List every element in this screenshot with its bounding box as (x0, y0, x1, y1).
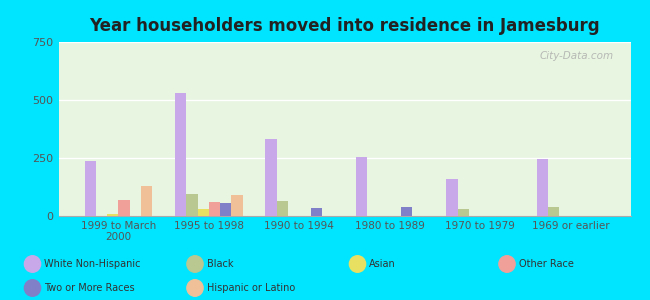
Bar (220, 203, 231, 216)
Text: Black: Black (207, 259, 233, 269)
Text: White Non-Hispanic: White Non-Hispanic (44, 259, 140, 269)
Bar (209, 202, 220, 216)
Bar (311, 208, 322, 216)
Bar (187, 194, 198, 216)
Text: City-Data.com: City-Data.com (540, 51, 614, 61)
Title: Year householders moved into residence in Jamesburg: Year householders moved into residence i… (89, 17, 600, 35)
Bar (548, 207, 559, 216)
Bar (198, 209, 209, 216)
Text: Other Race: Other Race (519, 259, 573, 269)
Bar (84, 161, 96, 216)
Bar (356, 157, 367, 216)
Bar (401, 207, 412, 216)
Bar (107, 214, 118, 216)
Bar (118, 200, 130, 216)
Bar (277, 201, 288, 216)
Text: Hispanic or Latino: Hispanic or Latino (207, 283, 295, 293)
Bar (458, 209, 469, 216)
Bar (141, 186, 152, 216)
Bar (231, 195, 242, 216)
Bar (537, 159, 548, 216)
Bar (175, 93, 187, 216)
Text: Two or More Races: Two or More Races (44, 283, 135, 293)
Text: Asian: Asian (369, 259, 396, 269)
Bar (265, 140, 277, 216)
Bar (447, 179, 458, 216)
